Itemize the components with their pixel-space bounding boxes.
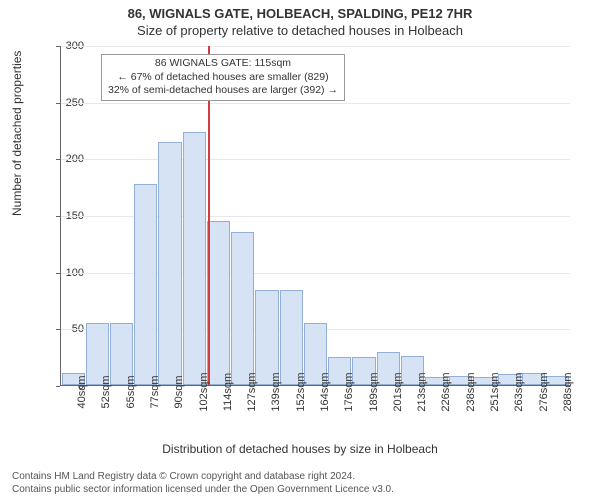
chart-plot-area: 86 WIGNALS GATE: 115sqm ← 67% of detache… (60, 46, 570, 386)
histogram-bar (231, 232, 254, 385)
x-tick-label: 288sqm (562, 372, 574, 411)
x-tick-label: 213sqm (416, 372, 428, 411)
histogram-bar (158, 142, 181, 385)
histogram-bar (255, 290, 278, 385)
x-tick-label: 102sqm (198, 372, 210, 411)
footer-line-1: Contains HM Land Registry data © Crown c… (12, 470, 394, 483)
x-tick-label: 276sqm (538, 372, 550, 411)
y-axis-label: Number of detached properties (10, 51, 24, 216)
annotation-line-2: ← 67% of detached houses are smaller (82… (108, 71, 338, 85)
x-tick-label: 251sqm (489, 372, 501, 411)
annotation-line-1: 86 WIGNALS GATE: 115sqm (108, 57, 338, 71)
annotation-line-3: 32% of semi-detached houses are larger (… (108, 84, 338, 98)
page-title: 86, WIGNALS GATE, HOLBEACH, SPALDING, PE… (0, 0, 600, 21)
x-tick-label: 176sqm (343, 372, 355, 411)
x-tick-label: 90sqm (173, 375, 185, 408)
x-tick-label: 201sqm (392, 372, 404, 411)
footer-line-2: Contains public sector information licen… (12, 483, 394, 496)
annotation-box: 86 WIGNALS GATE: 115sqm ← 67% of detache… (101, 54, 345, 101)
footer-attribution: Contains HM Land Registry data © Crown c… (12, 470, 394, 496)
x-tick-label: 238sqm (465, 372, 477, 411)
histogram-bar (183, 132, 206, 385)
x-tick-label: 40sqm (76, 375, 88, 408)
page-subtitle: Size of property relative to detached ho… (0, 21, 600, 38)
x-tick-label: 226sqm (440, 372, 452, 411)
x-tick-label: 127sqm (246, 372, 258, 411)
histogram-bar (280, 290, 303, 385)
y-tick-mark (56, 386, 60, 387)
x-tick-label: 65sqm (125, 375, 137, 408)
x-tick-label: 77sqm (149, 375, 161, 408)
histogram-bar (207, 221, 230, 385)
histogram-bar (134, 184, 157, 385)
x-axis-label: Distribution of detached houses by size … (0, 442, 600, 456)
x-tick-label: 139sqm (270, 372, 282, 411)
x-tick-label: 263sqm (513, 372, 525, 411)
x-tick-label: 189sqm (368, 372, 380, 411)
x-tick-label: 152sqm (295, 372, 307, 411)
x-tick-label: 164sqm (319, 372, 331, 411)
x-tick-label: 52sqm (100, 375, 112, 408)
x-tick-label: 114sqm (222, 373, 234, 411)
